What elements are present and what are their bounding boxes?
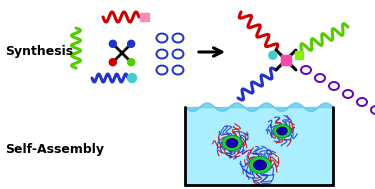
Ellipse shape — [249, 156, 271, 174]
Bar — [281, 55, 291, 65]
Ellipse shape — [222, 135, 242, 151]
Ellipse shape — [277, 127, 287, 135]
Circle shape — [109, 59, 116, 66]
Bar — [295, 51, 303, 59]
Bar — [140, 13, 149, 21]
Circle shape — [109, 40, 116, 47]
Ellipse shape — [254, 160, 267, 170]
Ellipse shape — [226, 139, 238, 147]
Text: Synthesis: Synthesis — [5, 46, 73, 59]
Circle shape — [128, 59, 135, 66]
Circle shape — [128, 40, 135, 47]
Circle shape — [269, 51, 277, 59]
Bar — [185, 107, 333, 185]
Text: Self-Assembly: Self-Assembly — [5, 143, 104, 156]
Ellipse shape — [273, 124, 291, 138]
Circle shape — [128, 74, 136, 83]
